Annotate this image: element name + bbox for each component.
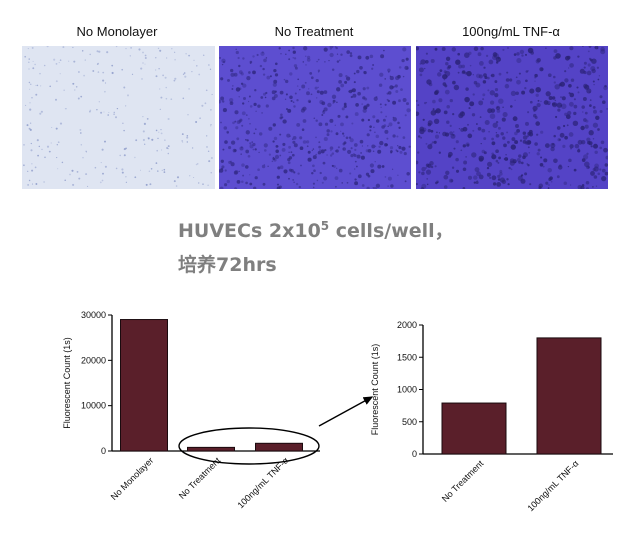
y-tick-label: 20000 (81, 355, 106, 365)
y-tick-label: 2000 (397, 320, 417, 330)
x-tick-label: 100ng/mL TNF-α (525, 458, 580, 513)
y-tick-label: 1000 (397, 385, 417, 395)
y-tick-label: 10000 (81, 401, 106, 411)
bar (441, 402, 507, 455)
highlight-ellipse (178, 427, 320, 465)
micrograph-no-treatment (219, 46, 411, 189)
x-tick-label: No Treatment (177, 455, 223, 501)
heading-line-1: HUVECs 2x105 cells/well， (178, 216, 454, 243)
micrograph-tnf (416, 46, 608, 189)
zoom-arrow (318, 396, 374, 427)
micrograph-no-monolayer (22, 46, 215, 189)
y-tick-label: 0 (101, 446, 106, 456)
y-tick-label: 1500 (397, 352, 417, 362)
panel-label-no-treatment: No Treatment (274, 24, 354, 39)
y-axis-label: Fluorescent Count (1s) (62, 337, 72, 429)
y-tick-label: 500 (402, 417, 417, 427)
bar (120, 319, 168, 452)
panel-label-tnf: 100ng/mL TNF-α (462, 24, 560, 39)
x-tick-label: No Treatment (440, 458, 486, 504)
x-tick-label: No Monolayer (109, 455, 156, 502)
panel-label-no-monolayer: No Monolayer (76, 24, 158, 39)
bar (187, 446, 235, 452)
y-tick-label: 0 (412, 449, 417, 459)
x-tick-label: 100ng/mL TNF-α (235, 455, 290, 510)
y-axis-label: Fluorescent Count (1s) (370, 344, 380, 436)
heading-line-1-after: cells/well， (329, 220, 454, 242)
zoom-annotation (178, 396, 374, 465)
heading-line-1-before: HUVECs 2x10 (178, 220, 321, 242)
bar-chart-2: 0 500 1000 1500 2000 Fluorescent Count (1s) No… (370, 320, 613, 513)
bar (536, 337, 602, 455)
heading-superscript: 5 (320, 219, 330, 233)
heading-line-2: 培养72hrs (178, 254, 277, 276)
y-tick-label: 30000 (81, 310, 106, 320)
bar (255, 442, 303, 452)
bar-chart-1: 0 10000 20000 30000 Fluorescent Count (1s) No… (62, 310, 320, 510)
